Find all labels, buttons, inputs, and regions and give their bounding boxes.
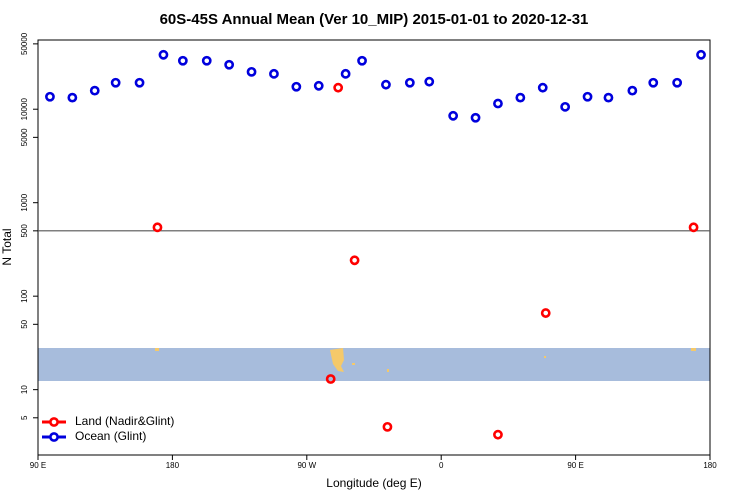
y-tick-label: 50000 (20, 32, 29, 55)
chart-title: 60S-45S Annual Mean (Ver 10_MIP) 2015-01… (160, 11, 589, 28)
land-shapes (155, 348, 696, 372)
point (696, 49, 706, 60)
point (45, 91, 55, 102)
point (110, 77, 121, 88)
point (648, 77, 659, 88)
point (89, 85, 100, 96)
point (537, 82, 548, 93)
legend-marker (49, 432, 59, 442)
point (134, 77, 145, 88)
point (560, 101, 571, 112)
point (448, 110, 459, 121)
point (349, 255, 360, 266)
y-tick-label: 1000 (20, 193, 29, 211)
x-axis-label: Longitude (deg E) (326, 476, 421, 490)
map-band (38, 348, 710, 381)
point (470, 112, 481, 123)
point (291, 81, 302, 92)
point (357, 55, 367, 66)
point (382, 421, 393, 432)
point (67, 92, 78, 103)
point (246, 66, 257, 77)
point (493, 429, 503, 440)
point (627, 85, 638, 96)
point (493, 98, 503, 109)
y-tick-label: 10000 (20, 98, 29, 121)
point (152, 222, 163, 233)
point (158, 49, 169, 60)
point (582, 91, 593, 102)
x-tick-label: 90 E (567, 461, 583, 470)
point (313, 80, 324, 91)
point (688, 222, 699, 233)
y-tick-label: 500 (20, 224, 29, 238)
y-axis-label: N Total (0, 228, 14, 265)
y-tick-label: 5000 (20, 128, 29, 146)
point (340, 68, 351, 79)
point (333, 82, 344, 93)
y-tick-label: 100 (20, 289, 29, 303)
point (424, 76, 435, 87)
point (177, 55, 188, 66)
x-tick-label: 90 E (30, 461, 46, 470)
x-tick-label: 180 (703, 461, 717, 470)
y-tick-label: 50 (20, 319, 29, 328)
x-tick-label: 90 W (297, 461, 316, 470)
point (224, 59, 235, 70)
y-tick-label: 10 (20, 385, 29, 394)
point (404, 77, 415, 88)
point (269, 68, 279, 79)
legend-marker (49, 417, 59, 427)
x-tick-label: 0 (439, 461, 444, 470)
point (201, 55, 212, 66)
point (325, 374, 336, 384)
y-tick-label: 5 (20, 415, 29, 420)
point (540, 308, 551, 318)
point (672, 77, 683, 88)
point (603, 92, 614, 103)
point (515, 92, 526, 103)
plot-frame (37, 39, 711, 456)
point (381, 79, 391, 90)
legend-label: Ocean (Glint) (75, 429, 146, 443)
x-tick-label: 180 (166, 461, 180, 470)
legend-label: Land (Nadir&Glint) (75, 414, 174, 428)
